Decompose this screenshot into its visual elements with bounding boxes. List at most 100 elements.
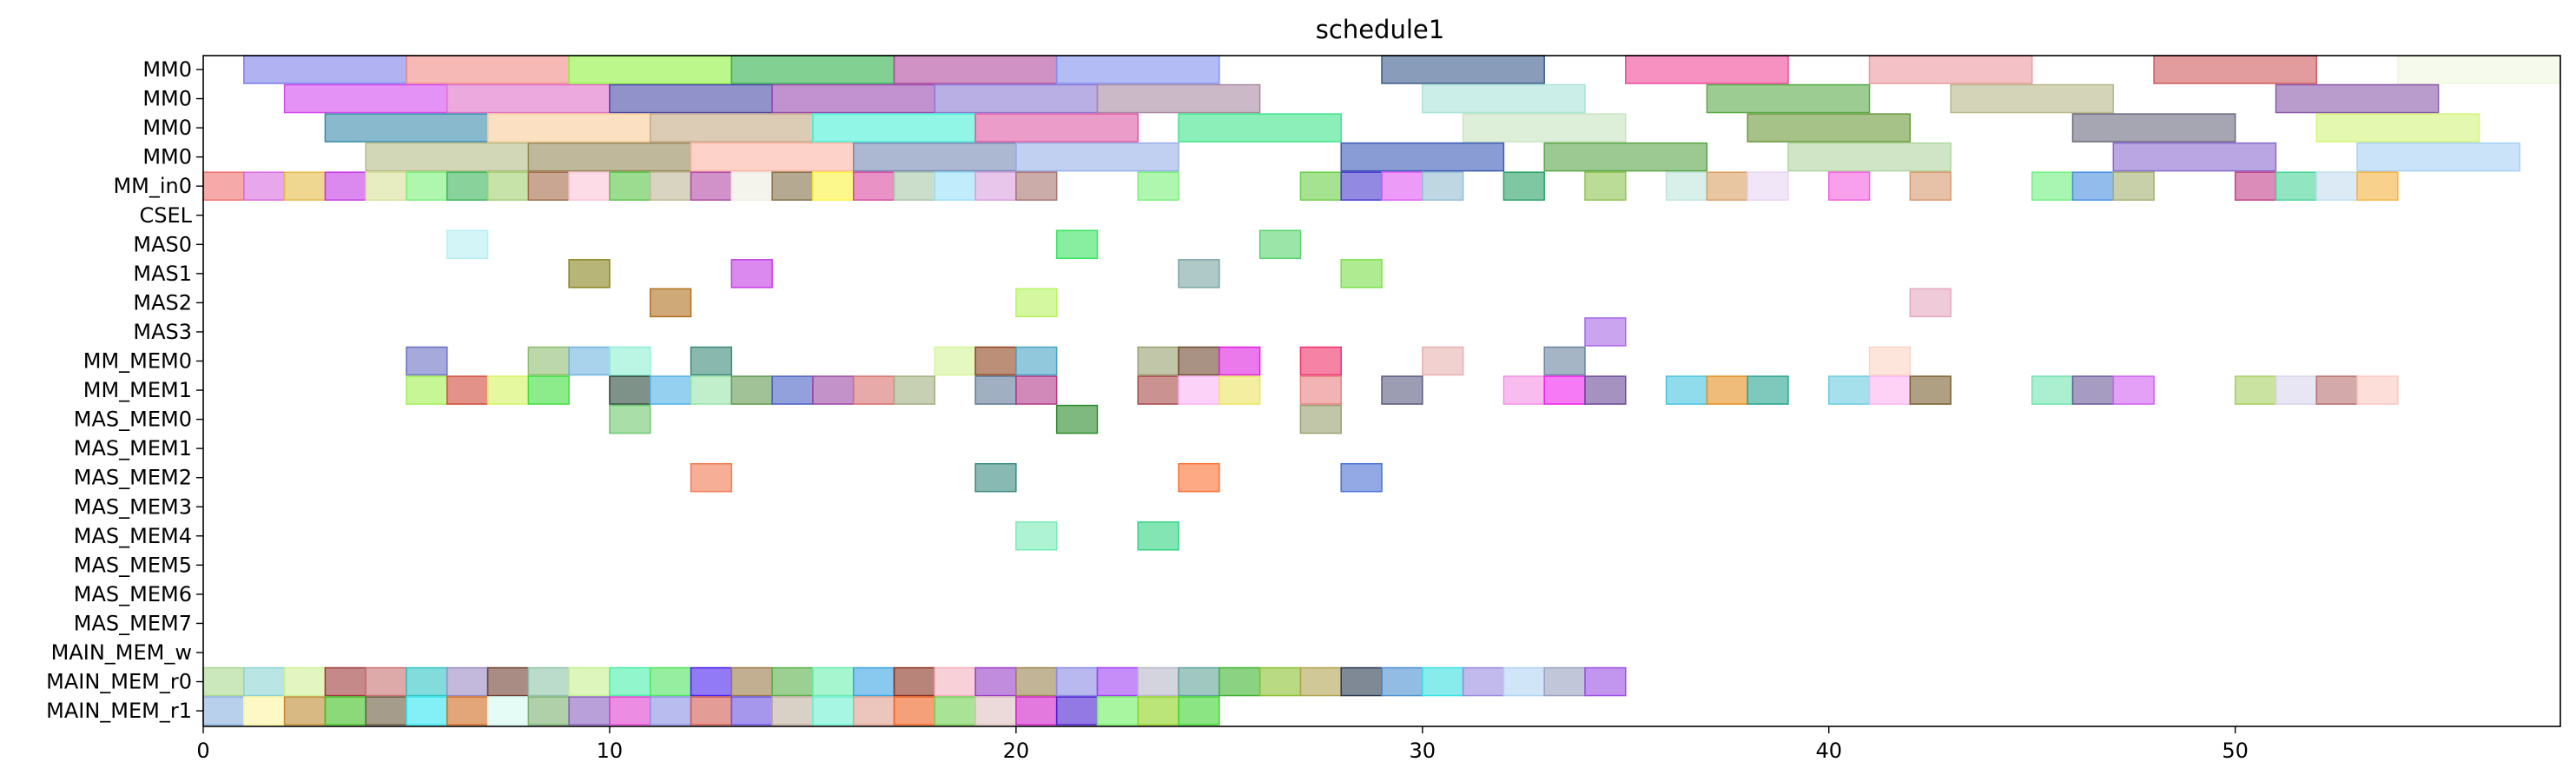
task-bar xyxy=(365,171,407,201)
task-bar xyxy=(1015,346,1058,376)
task-bar xyxy=(1747,171,1789,201)
y-tick-label: MAS2 xyxy=(133,290,192,315)
task-bar xyxy=(1137,666,1179,697)
task-bar xyxy=(934,346,976,376)
task-bar xyxy=(1055,55,1220,84)
y-tick-label: MAS0 xyxy=(133,232,192,256)
task-bar xyxy=(2031,375,2074,405)
task-bar xyxy=(1178,259,1220,288)
task-bar xyxy=(974,113,1139,142)
task-bar xyxy=(1137,375,1179,405)
task-bars xyxy=(202,55,2561,726)
task-bar xyxy=(1015,521,1058,551)
task-bar xyxy=(2112,375,2155,405)
task-bar xyxy=(446,666,489,697)
task-bar xyxy=(1340,142,1505,172)
y-tick-label: MM_in0 xyxy=(113,174,192,198)
task-bar xyxy=(771,171,814,201)
task-bar xyxy=(527,171,570,201)
task-bar xyxy=(2234,375,2277,405)
task-bar xyxy=(609,83,773,114)
task-bar xyxy=(1137,696,1179,726)
task-bar xyxy=(1015,666,1058,697)
task-bar xyxy=(1299,171,1342,201)
task-bar xyxy=(974,375,1017,405)
y-tick-label: MM0 xyxy=(142,57,192,82)
plot-frame xyxy=(202,55,2561,727)
task-bar xyxy=(2153,55,2317,84)
task-bar xyxy=(893,171,936,201)
task-bar xyxy=(1706,171,1748,201)
task-bar xyxy=(1015,171,1058,201)
task-bar xyxy=(609,666,651,697)
task-bar xyxy=(1015,288,1058,318)
task-bar xyxy=(365,142,530,172)
task-bar xyxy=(1137,171,1179,201)
task-bar xyxy=(2315,171,2358,201)
task-bar xyxy=(2031,171,2074,201)
task-bar xyxy=(1055,666,1099,697)
task-bar xyxy=(852,666,895,697)
task-bar xyxy=(1868,375,1912,405)
task-bar xyxy=(730,171,773,201)
task-bar xyxy=(649,696,692,726)
task-bar xyxy=(852,696,895,726)
task-bar xyxy=(527,666,570,697)
task-bar xyxy=(812,666,855,697)
task-bar xyxy=(1543,346,1586,376)
task-bar xyxy=(1543,142,1708,172)
task-bar xyxy=(486,696,530,726)
task-bar xyxy=(1462,666,1505,697)
task-bar xyxy=(1340,666,1383,697)
task-bar xyxy=(1950,83,2115,114)
task-bar xyxy=(1909,171,1952,201)
task-bar xyxy=(1422,346,1464,376)
task-bar xyxy=(283,696,327,726)
task-bar xyxy=(527,696,570,726)
task-bar xyxy=(649,288,692,318)
task-bar xyxy=(2356,171,2399,201)
task-bar xyxy=(1706,375,1748,405)
task-bar xyxy=(730,666,773,697)
task-bar xyxy=(283,83,448,114)
task-bar xyxy=(852,142,1017,172)
y-tick-label: MAS_MEM1 xyxy=(74,436,192,461)
task-bar xyxy=(2112,142,2277,172)
x-tick-label: 40 xyxy=(1815,739,1842,763)
y-tick-label: MAS_MEM2 xyxy=(74,466,192,490)
task-bar xyxy=(406,696,448,726)
task-bar xyxy=(243,666,286,697)
task-bar xyxy=(527,142,692,172)
task-bar xyxy=(243,696,286,726)
task-bar xyxy=(730,259,773,288)
task-bar xyxy=(893,375,936,405)
y-tick-label: MAIN_MEM_r0 xyxy=(46,670,192,694)
task-bar xyxy=(2275,83,2440,114)
task-bar xyxy=(893,696,936,726)
task-bar xyxy=(1503,375,1545,405)
task-bar xyxy=(1422,666,1464,697)
task-bar xyxy=(609,696,651,726)
task-bar xyxy=(1503,171,1545,201)
task-bar xyxy=(527,375,570,405)
task-bar xyxy=(406,666,448,697)
x-axis: 0 10 20 30 40 50 xyxy=(196,726,2249,763)
task-bar xyxy=(2315,375,2358,405)
task-bar xyxy=(1178,113,1342,142)
task-bar xyxy=(771,696,814,726)
task-bar xyxy=(243,171,286,201)
task-bar xyxy=(690,142,855,172)
task-bar xyxy=(406,346,448,376)
task-bar xyxy=(446,375,489,405)
task-bar xyxy=(934,696,976,726)
y-tick-label: MAS_MEM3 xyxy=(74,494,192,519)
task-bar xyxy=(1340,171,1383,201)
task-bar xyxy=(1258,666,1302,697)
y-tick-label: MAIN_MEM_r1 xyxy=(46,699,192,723)
task-bar xyxy=(202,666,245,697)
task-bar xyxy=(1584,375,1627,405)
x-tick-label: 30 xyxy=(1410,739,1437,763)
task-bar xyxy=(730,696,773,726)
task-bar xyxy=(771,375,814,405)
